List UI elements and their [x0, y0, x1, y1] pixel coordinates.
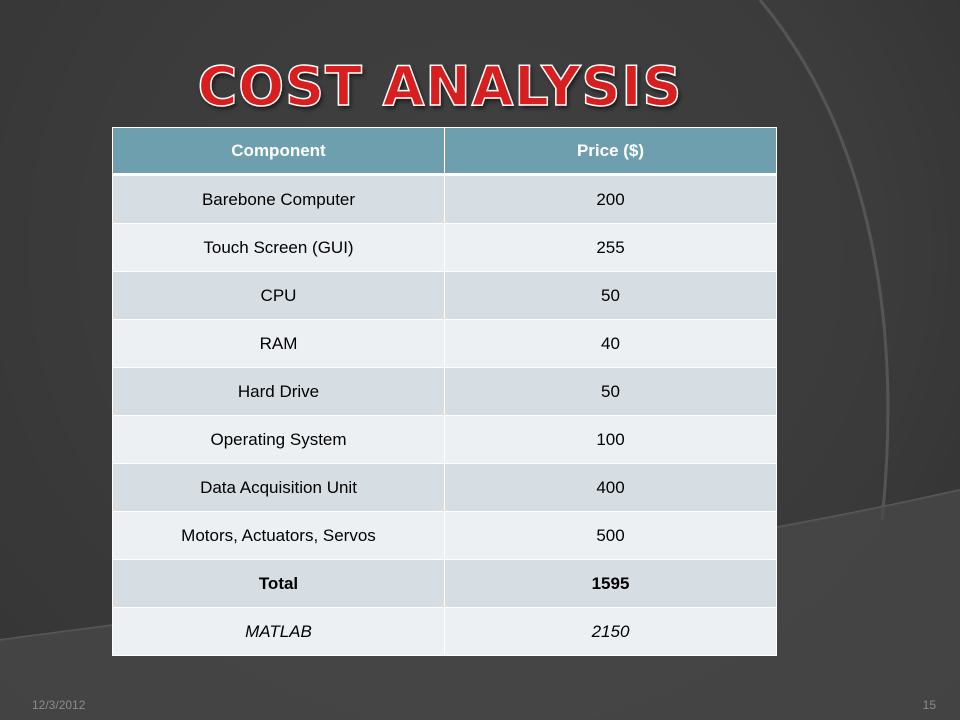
- matlab-price: 2150: [444, 607, 777, 656]
- price-cell: 500: [444, 511, 777, 560]
- price-cell: 200: [444, 174, 777, 224]
- table-header-row: Component Price ($): [112, 127, 777, 176]
- slide-title: COST ANALYSIS: [197, 54, 683, 119]
- price-cell: 400: [444, 463, 777, 512]
- component-cell: RAM: [112, 319, 445, 368]
- slide-number: 15: [922, 698, 936, 712]
- price-cell: 50: [444, 271, 777, 320]
- cost-table: Component Price ($) Barebone Computer 20…: [112, 127, 777, 656]
- component-cell: Touch Screen (GUI): [112, 223, 445, 272]
- component-cell: Barebone Computer: [112, 174, 445, 224]
- price-cell: 40: [444, 319, 777, 368]
- component-cell: Hard Drive: [112, 367, 445, 416]
- table-row: RAM 40: [112, 319, 777, 368]
- table-row: Motors, Actuators, Servos 500: [112, 511, 777, 560]
- component-cell: CPU: [112, 271, 445, 320]
- column-header-component: Component: [112, 127, 445, 176]
- matlab-label: MATLAB: [112, 607, 445, 656]
- table-row: Hard Drive 50: [112, 367, 777, 416]
- price-cell: 50: [444, 367, 777, 416]
- table-row: CPU 50: [112, 271, 777, 320]
- table-row: Data Acquisition Unit 400: [112, 463, 777, 512]
- price-cell: 100: [444, 415, 777, 464]
- table-row: Operating System 100: [112, 415, 777, 464]
- table-row: Touch Screen (GUI) 255: [112, 223, 777, 272]
- component-cell: Data Acquisition Unit: [112, 463, 445, 512]
- total-row: Total 1595: [112, 559, 777, 608]
- table-row: Barebone Computer 200: [112, 174, 777, 224]
- price-cell: 255: [444, 223, 777, 272]
- matlab-row: MATLAB 2150: [112, 607, 777, 656]
- component-cell: Operating System: [112, 415, 445, 464]
- total-label: Total: [112, 559, 445, 608]
- total-price: 1595: [444, 559, 777, 608]
- column-header-price: Price ($): [444, 127, 777, 176]
- component-cell: Motors, Actuators, Servos: [112, 511, 445, 560]
- footer-date: 12/3/2012: [32, 698, 86, 712]
